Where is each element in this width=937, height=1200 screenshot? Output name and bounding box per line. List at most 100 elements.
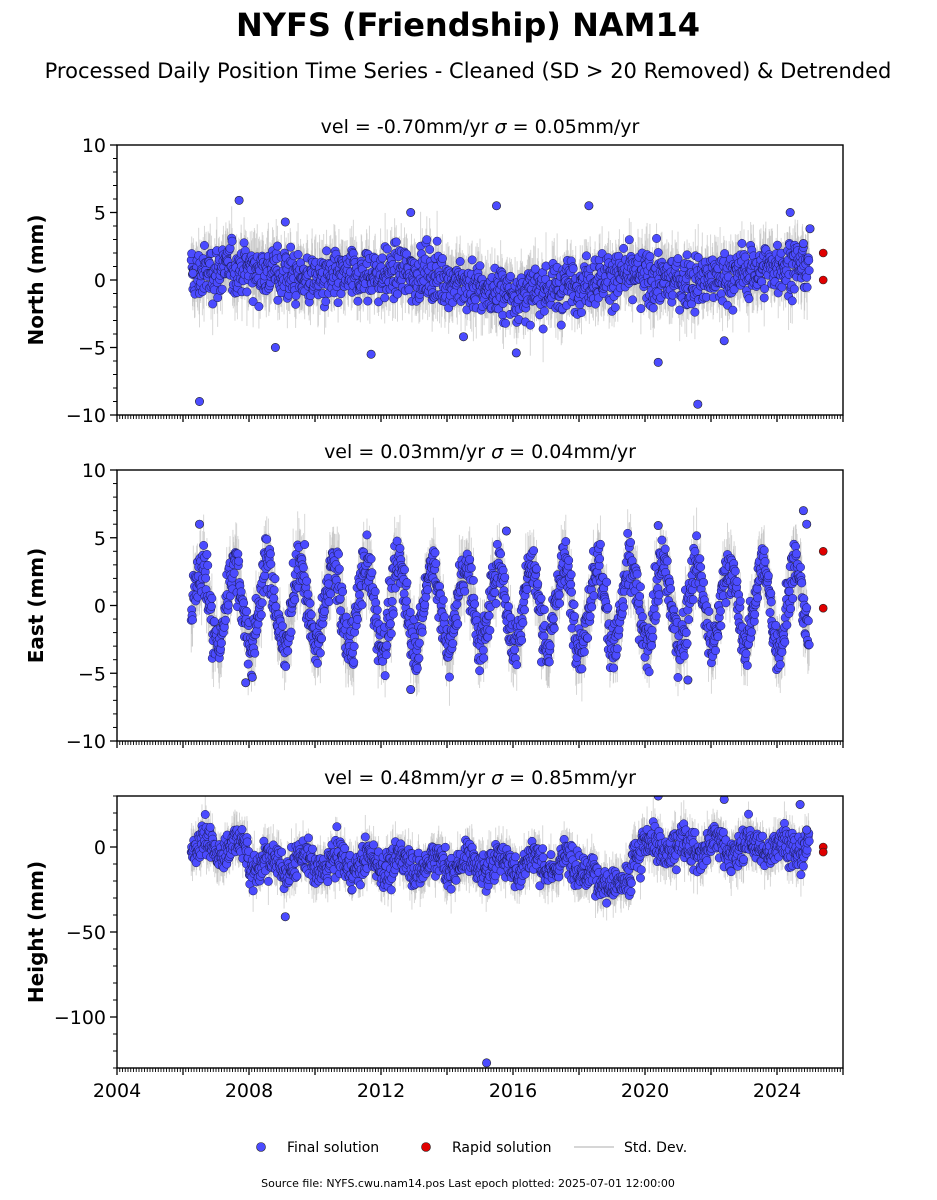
panel-title: vel = 0.03mm/yr σ = 0.04mm/yr — [324, 441, 636, 463]
y-axis-label: East (mm) — [24, 548, 48, 664]
final-solution-point — [188, 615, 197, 625]
panels: vel = -0.70mm/yr σ = 0.05mm/yr North (mm)… — [24, 116, 844, 1102]
final-solution-point — [728, 305, 738, 315]
final-solution-point — [393, 289, 402, 299]
final-solution-point — [425, 245, 435, 254]
y-axis-label: North (mm) — [24, 214, 48, 345]
final-solution-point — [280, 217, 290, 227]
final-solution-point — [805, 224, 815, 234]
final-solution-point — [539, 306, 549, 316]
final-solution-point — [353, 296, 363, 306]
final-solution-point — [380, 293, 390, 303]
final-solution-point — [693, 252, 703, 262]
final-solution-point — [760, 284, 770, 294]
final-solution-point — [239, 238, 249, 248]
rapid-solution-series — [818, 248, 828, 285]
final-solution-point — [322, 246, 331, 256]
final-solution-point — [250, 648, 260, 658]
final-solution-point — [382, 244, 392, 254]
final-solution-point — [759, 293, 769, 303]
final-solution-point — [422, 235, 432, 245]
final-solution-point — [432, 236, 442, 246]
final-solution-point — [203, 560, 213, 570]
final-solution-point — [402, 249, 412, 259]
final-solution-point — [377, 253, 387, 263]
final-solution-point — [321, 297, 331, 306]
final-solution-point — [682, 250, 692, 260]
final-solution-point — [200, 241, 209, 250]
final-solution-point — [577, 308, 586, 317]
final-solution-point — [248, 297, 258, 306]
figure-subtitle: Processed Daily Position Time Series - C… — [45, 59, 892, 83]
final-solution-point — [234, 556, 244, 566]
final-solution-point — [336, 289, 346, 299]
final-solution-point — [737, 239, 747, 248]
final-solution-point — [243, 659, 253, 669]
final-solution-point — [216, 638, 226, 648]
final-solution-point — [653, 248, 663, 257]
final-solution-point — [366, 349, 376, 359]
final-solution-point — [802, 282, 812, 292]
final-solution-point — [239, 598, 249, 608]
y-tick-label: 5 — [94, 203, 106, 225]
final-solution-point — [624, 235, 634, 245]
y-tick-label: −5 — [78, 338, 106, 360]
chart-panel-1: vel = -0.70mm/yr σ = 0.05mm/yr North (mm)… — [24, 116, 844, 427]
y-tick-label: 10 — [82, 135, 106, 157]
final-solution-point — [525, 320, 535, 330]
final-solution-point — [804, 265, 814, 275]
final-solution-point — [199, 540, 209, 550]
final-solution-point — [785, 208, 795, 218]
final-solution-point — [556, 320, 566, 330]
panel-title: vel = -0.70mm/yr σ = 0.05mm/yr — [321, 116, 640, 138]
daily-series — [186, 506, 828, 706]
final-solution-point — [286, 242, 296, 252]
final-solution-point — [293, 249, 303, 259]
final-solution-point — [491, 201, 501, 211]
final-solution-points — [186, 528, 814, 682]
final-solution-point — [729, 285, 739, 295]
final-solution-point — [467, 255, 477, 265]
final-solution-point — [787, 296, 797, 306]
final-solution-point — [217, 284, 227, 294]
final-solution-point — [208, 299, 218, 309]
final-solution-point — [406, 208, 416, 218]
final-solution-point — [777, 282, 787, 292]
final-solution-point — [538, 324, 548, 334]
final-solution-point — [798, 239, 808, 249]
final-solution-point — [475, 261, 485, 271]
final-solution-point — [291, 299, 301, 309]
final-solution-point — [438, 254, 447, 263]
final-solution-point — [652, 234, 661, 243]
final-solution-point — [645, 251, 655, 261]
panel-title-sigma-symbol: σ — [491, 441, 504, 463]
final-solution-points — [186, 233, 814, 334]
final-solution-point — [653, 357, 663, 367]
final-solution-point — [291, 291, 301, 301]
final-solution-point — [501, 318, 511, 328]
panel-title-vel: vel = 0.03mm/yr — [324, 441, 491, 463]
y-ticks: 10 5 0 −5 −10 — [66, 135, 117, 427]
x-ticks — [116, 415, 844, 422]
final-solution-point — [673, 254, 683, 264]
final-solution-point — [610, 302, 620, 312]
final-solution-point — [789, 284, 799, 294]
final-solution-point — [273, 295, 283, 305]
rapid-solution-point — [818, 275, 828, 285]
final-solution-point — [273, 241, 282, 251]
panel-title-sigma: = 0.04mm/yr — [503, 441, 636, 463]
final-solution-point — [584, 201, 594, 211]
figure-title: NYFS (Friendship) NAM14 — [236, 6, 700, 44]
final-solution-point — [404, 285, 414, 295]
final-solution-point — [628, 295, 638, 305]
rapid-solution-point — [818, 248, 828, 258]
final-solution-point — [498, 310, 508, 320]
final-solution-point — [458, 332, 468, 342]
final-solution-point — [242, 287, 252, 297]
final-solution-point — [690, 307, 700, 317]
final-solution-point — [772, 240, 782, 250]
final-solution-point — [221, 615, 230, 625]
final-solution-point — [675, 305, 685, 315]
final-solution-point — [744, 294, 754, 304]
